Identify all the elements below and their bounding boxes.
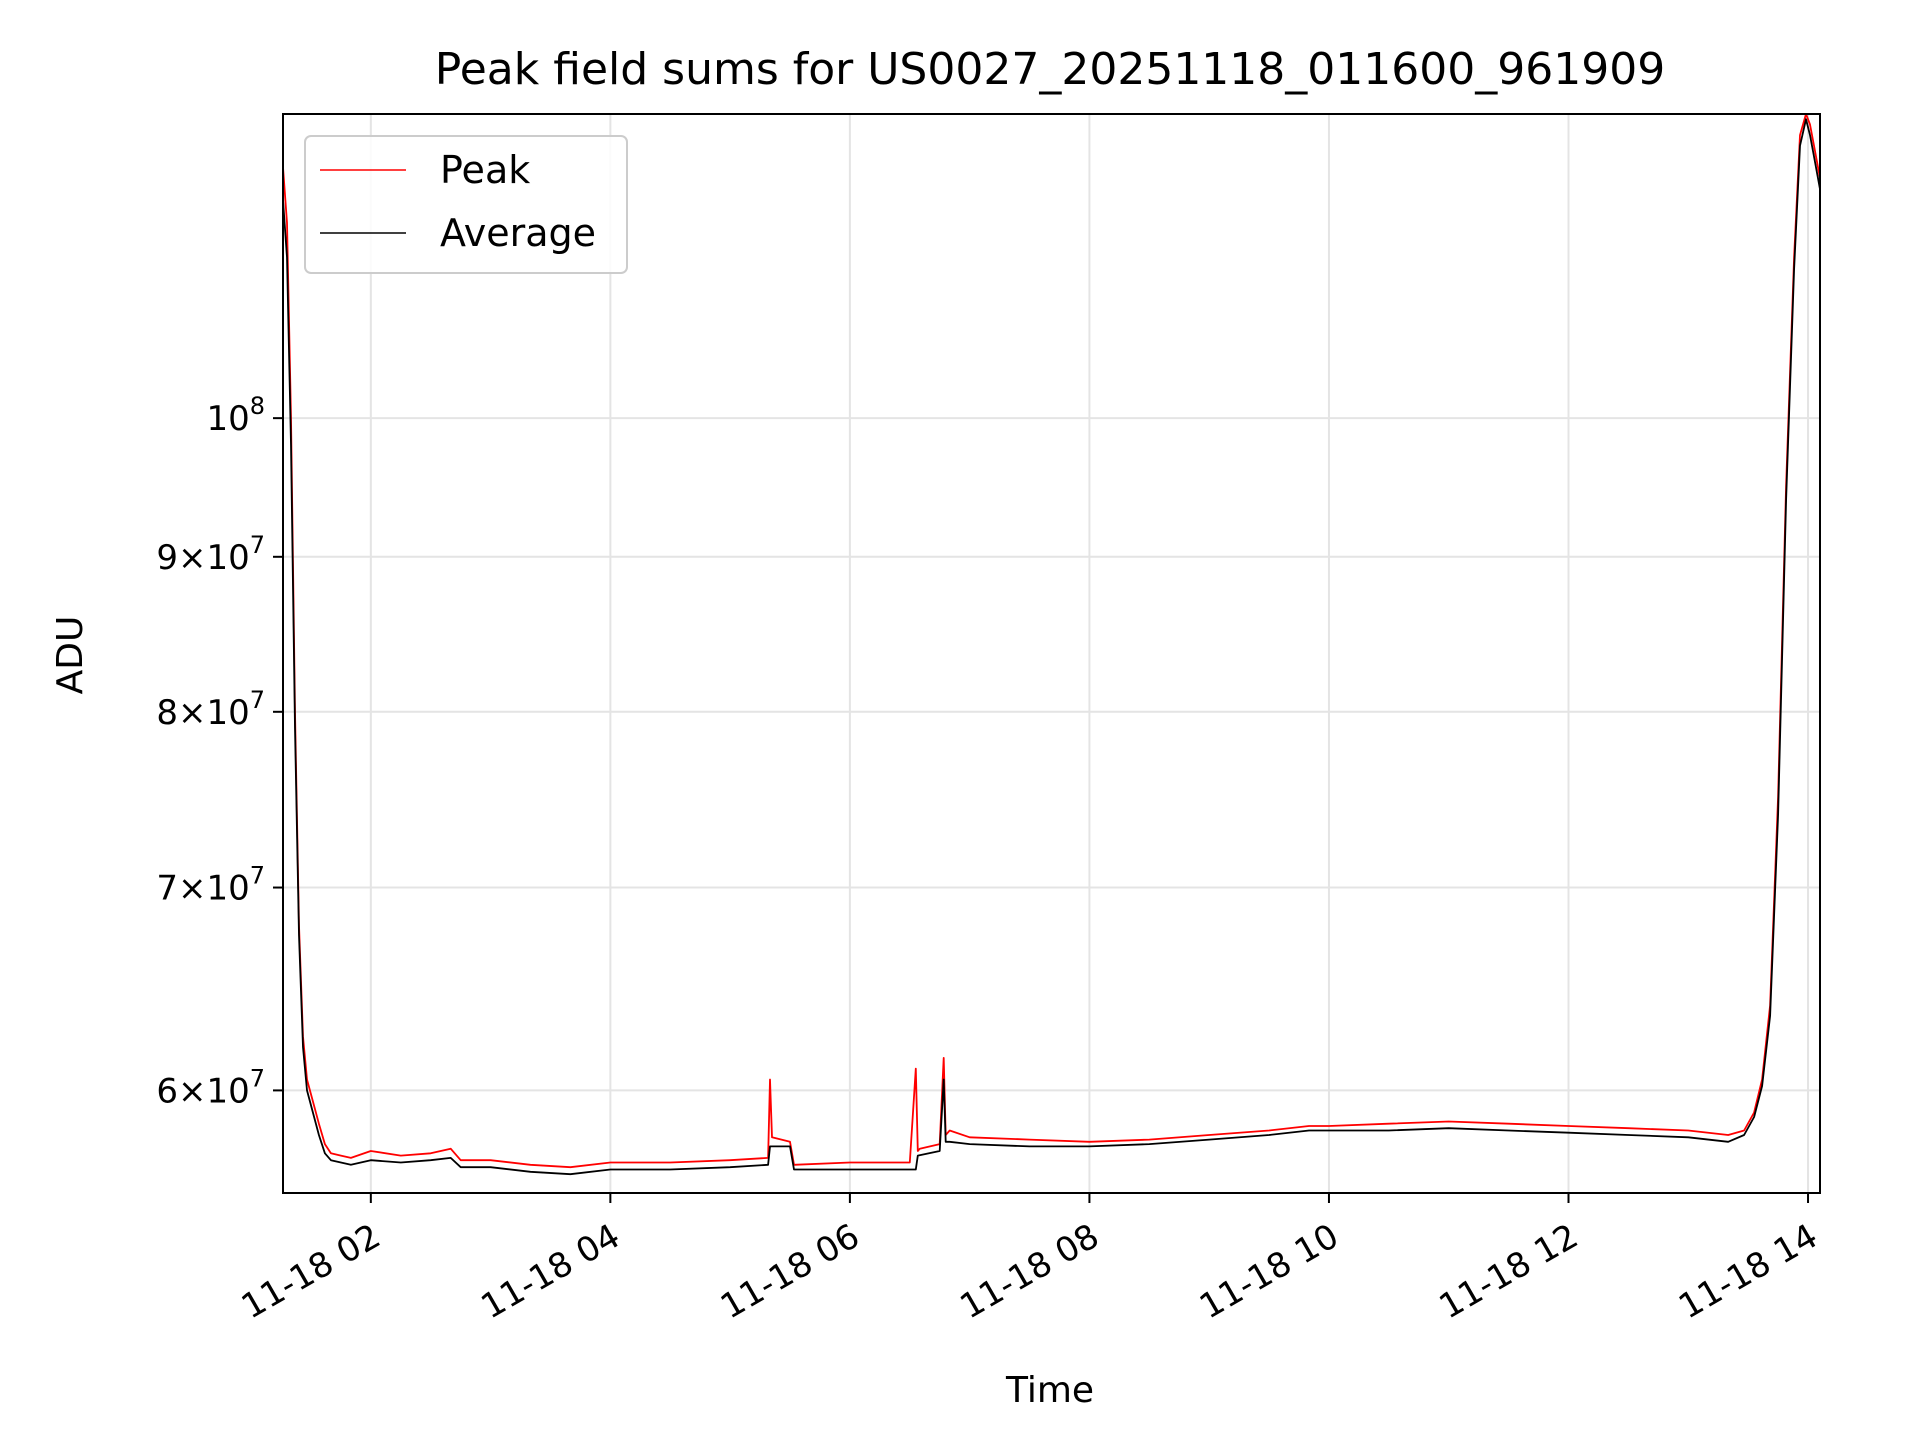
y-tick-times-sign: × — [178, 538, 207, 578]
series-line-peak — [282, 113, 1821, 1169]
grid — [283, 114, 1820, 1193]
legend-label-peak: Peak — [440, 148, 530, 192]
y-tick-mantissa: 6 — [156, 1071, 178, 1111]
y-tick-base: 10 — [206, 869, 249, 909]
y-tick-base: 10 — [206, 399, 249, 439]
legend-label-average: Average — [440, 211, 596, 255]
y-tick-mantissa: 9 — [156, 538, 178, 578]
y-tick-label: 108 — [206, 392, 265, 439]
y-axis-title: ADU — [50, 616, 91, 695]
y-tick-mantissa: 7 — [156, 869, 178, 909]
y-tick-base: 10 — [206, 693, 249, 733]
legend: Peak Average — [304, 135, 628, 274]
y-tick-times-sign: × — [178, 693, 207, 733]
y-tick-exponent: 7 — [250, 686, 265, 714]
chart-title: Peak field sums for US0027_20251118_0116… — [435, 44, 1665, 95]
y-tick-exponent: 7 — [250, 1064, 265, 1092]
plot-lines — [282, 113, 1821, 1176]
y-tick-label: 7×107 — [156, 862, 265, 909]
y-tick-label: 6×107 — [156, 1064, 265, 1111]
y-tick-mantissa: 8 — [156, 693, 178, 733]
x-axis-title: Time — [1005, 1370, 1094, 1411]
y-tick-times-sign: × — [178, 869, 207, 909]
y-tick-exponent: 8 — [250, 392, 265, 420]
series-line-average — [282, 118, 1821, 1176]
y-tick-exponent: 7 — [250, 862, 265, 890]
y-tick-base: 10 — [206, 1071, 249, 1111]
y-tick-base: 10 — [206, 538, 249, 578]
plot-frame — [282, 113, 1821, 1194]
y-tick-times-sign: × — [178, 1071, 207, 1111]
y-tick-exponent: 7 — [250, 531, 265, 559]
y-tick-label: 8×107 — [156, 686, 265, 733]
y-tick-label: 9×107 — [156, 531, 265, 578]
